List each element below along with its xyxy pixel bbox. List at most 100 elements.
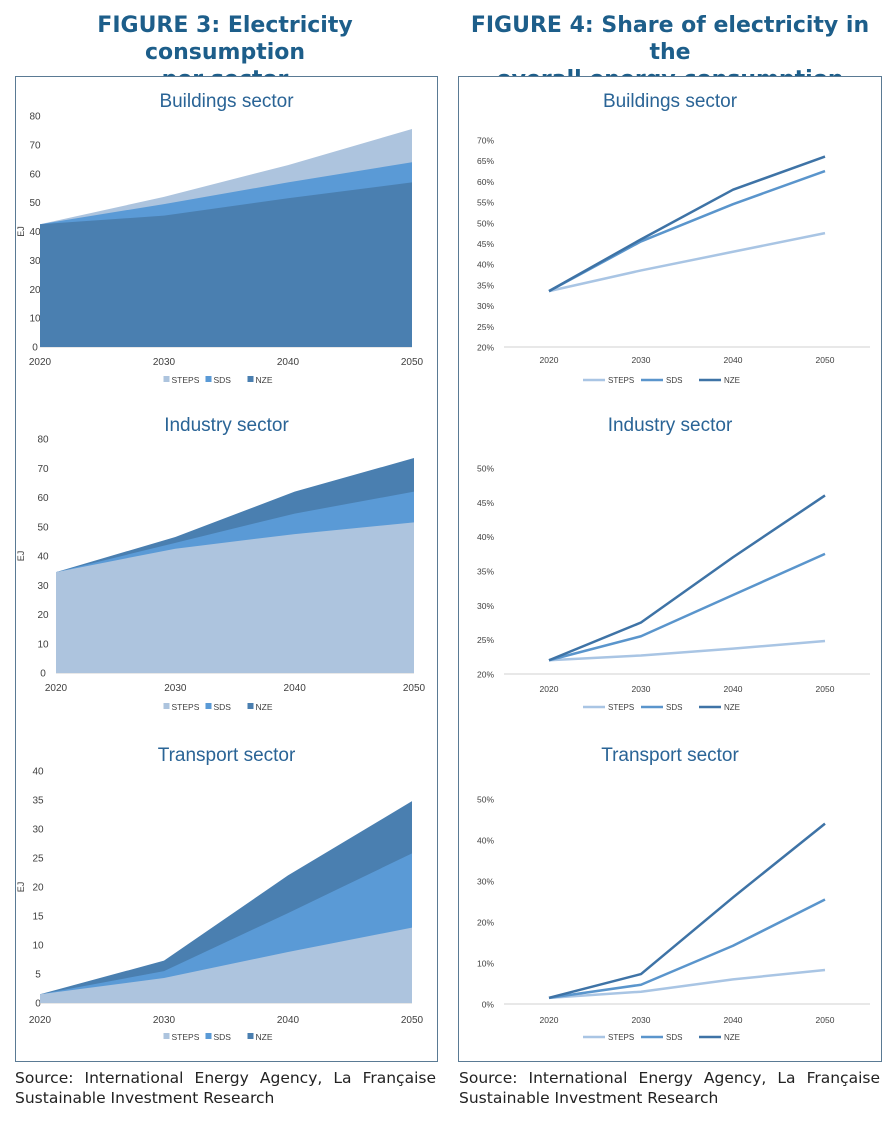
transport-consumption-chart: Transport sector 0 5 10 15 20 25 30 35 40 EJ 2020 20…: [16, 745, 424, 1042]
legend-label: NZE: [724, 703, 740, 712]
y-tick-label: 0%: [482, 1000, 495, 1010]
y-tick-label: 45%: [477, 239, 494, 249]
legend-swatch: [205, 376, 212, 382]
series-line-nze: [548, 494, 826, 662]
legend-label: SDS: [666, 703, 682, 712]
y-tick-label: 5: [35, 970, 41, 981]
y-tick-label: 30%: [477, 601, 494, 611]
legend-swatch: [247, 1033, 254, 1039]
legend-label: STEPS: [172, 375, 200, 385]
y-tick-label: 20: [29, 285, 41, 296]
x-tick-label: 2020: [45, 683, 68, 694]
y-tick-label: 50: [29, 198, 41, 209]
legend-label: SDS: [214, 1032, 232, 1042]
y-tick-label: 70%: [477, 136, 494, 146]
y-tick-label: 70: [29, 140, 41, 151]
x-tick-label: 2020: [29, 357, 52, 368]
legend-label: STEPS: [608, 703, 634, 712]
x-tick-label: 2040: [724, 355, 743, 365]
legend-label: SDS: [214, 702, 232, 712]
series-line-steps: [548, 231, 826, 293]
x-tick-label: 2050: [401, 1015, 424, 1026]
y-tick-label: 70: [37, 464, 49, 475]
figure-4-source: Source: International Energy Agency, La …: [459, 1069, 880, 1107]
legend-label: STEPS: [608, 1033, 634, 1042]
y-tick-label: 10: [37, 639, 49, 650]
x-tick-label: 2040: [724, 684, 743, 694]
y-tick-label: 30: [37, 581, 49, 592]
y-tick-label: 30%: [477, 301, 494, 311]
series-line-sds: [548, 169, 826, 293]
y-tick-label: 10: [32, 941, 44, 952]
y-tick-label: 40%: [477, 836, 494, 846]
y-tick-label: 10%: [477, 959, 494, 969]
y-axis-label: EJ: [16, 226, 26, 237]
y-tick-label: 20: [32, 883, 44, 894]
x-tick-label: 2040: [724, 1015, 743, 1025]
legend-swatch: [247, 703, 254, 709]
series-line-steps: [548, 639, 826, 662]
y-tick-label: 50%: [477, 795, 494, 805]
y-tick-label: 80: [37, 435, 49, 446]
y-tick-label: 40: [32, 767, 44, 778]
y-tick-label: 15: [32, 912, 44, 923]
figure-4-title-line1: FIGURE 4: Share of electricity in the: [470, 13, 870, 65]
series-line-steps: [548, 968, 826, 1000]
x-tick-label: 2040: [277, 357, 300, 368]
legend-swatch: [247, 376, 254, 382]
x-tick-label: 2020: [540, 684, 559, 694]
x-tick-label: 2050: [403, 683, 426, 694]
y-tick-label: 45%: [477, 498, 494, 508]
chart-title: Industry sector: [164, 415, 289, 436]
legend-label: SDS: [666, 376, 682, 385]
y-axis-label: EJ: [16, 882, 26, 893]
y-tick-label: 40%: [477, 260, 494, 270]
y-tick-label: 25%: [477, 635, 494, 645]
legend-label: NZE: [724, 376, 740, 385]
x-tick-label: 2040: [277, 1015, 300, 1026]
series-area-steps: [40, 927, 412, 1003]
legend-label: NZE: [256, 375, 273, 385]
y-tick-label: 30: [32, 825, 44, 836]
chart-title: Transport sector: [158, 745, 296, 766]
y-tick-label: 25%: [477, 322, 494, 332]
y-tick-label: 0: [35, 999, 41, 1010]
x-tick-label: 2030: [632, 355, 651, 365]
y-tick-label: 35%: [477, 567, 494, 577]
legend-swatch: [163, 703, 170, 709]
y-tick-label: 50%: [477, 218, 494, 228]
y-tick-label: 20%: [477, 343, 494, 353]
legend-label: NZE: [256, 702, 273, 712]
x-tick-label: 2040: [284, 683, 307, 694]
legend-swatch: [163, 376, 170, 382]
figure-4-panel: Buildings sector 20% 25% 30% 35% 40% 45% 50% 55%…: [458, 76, 882, 1062]
y-tick-label: 35%: [477, 280, 494, 290]
y-tick-label: 30: [29, 256, 41, 267]
y-tick-label: 20%: [477, 670, 494, 680]
x-tick-label: 2050: [816, 1015, 835, 1025]
x-tick-label: 2030: [632, 1015, 651, 1025]
series-area-nze: [40, 182, 412, 347]
legend-swatch: [163, 1033, 170, 1039]
y-tick-label: 25: [32, 854, 44, 865]
chart-title: Transport sector: [601, 745, 739, 766]
y-tick-label: 80: [29, 112, 41, 123]
y-tick-label: 60: [29, 169, 41, 180]
x-tick-label: 2030: [632, 684, 651, 694]
y-tick-label: 20%: [477, 918, 494, 928]
x-tick-label: 2030: [164, 683, 187, 694]
y-tick-label: 40: [37, 552, 49, 563]
y-tick-label: 10: [29, 314, 41, 325]
x-tick-label: 2050: [816, 684, 835, 694]
series-area-steps: [56, 522, 414, 673]
y-tick-label: 0: [32, 343, 38, 354]
legend-swatch: [205, 703, 212, 709]
y-axis-label: EJ: [16, 551, 26, 562]
y-tick-label: 35: [32, 796, 44, 807]
legend-label: STEPS: [608, 376, 634, 385]
series-line-sds: [548, 552, 826, 662]
figure-3-source: Source: International Energy Agency, La …: [15, 1069, 436, 1107]
x-tick-label: 2050: [816, 355, 835, 365]
